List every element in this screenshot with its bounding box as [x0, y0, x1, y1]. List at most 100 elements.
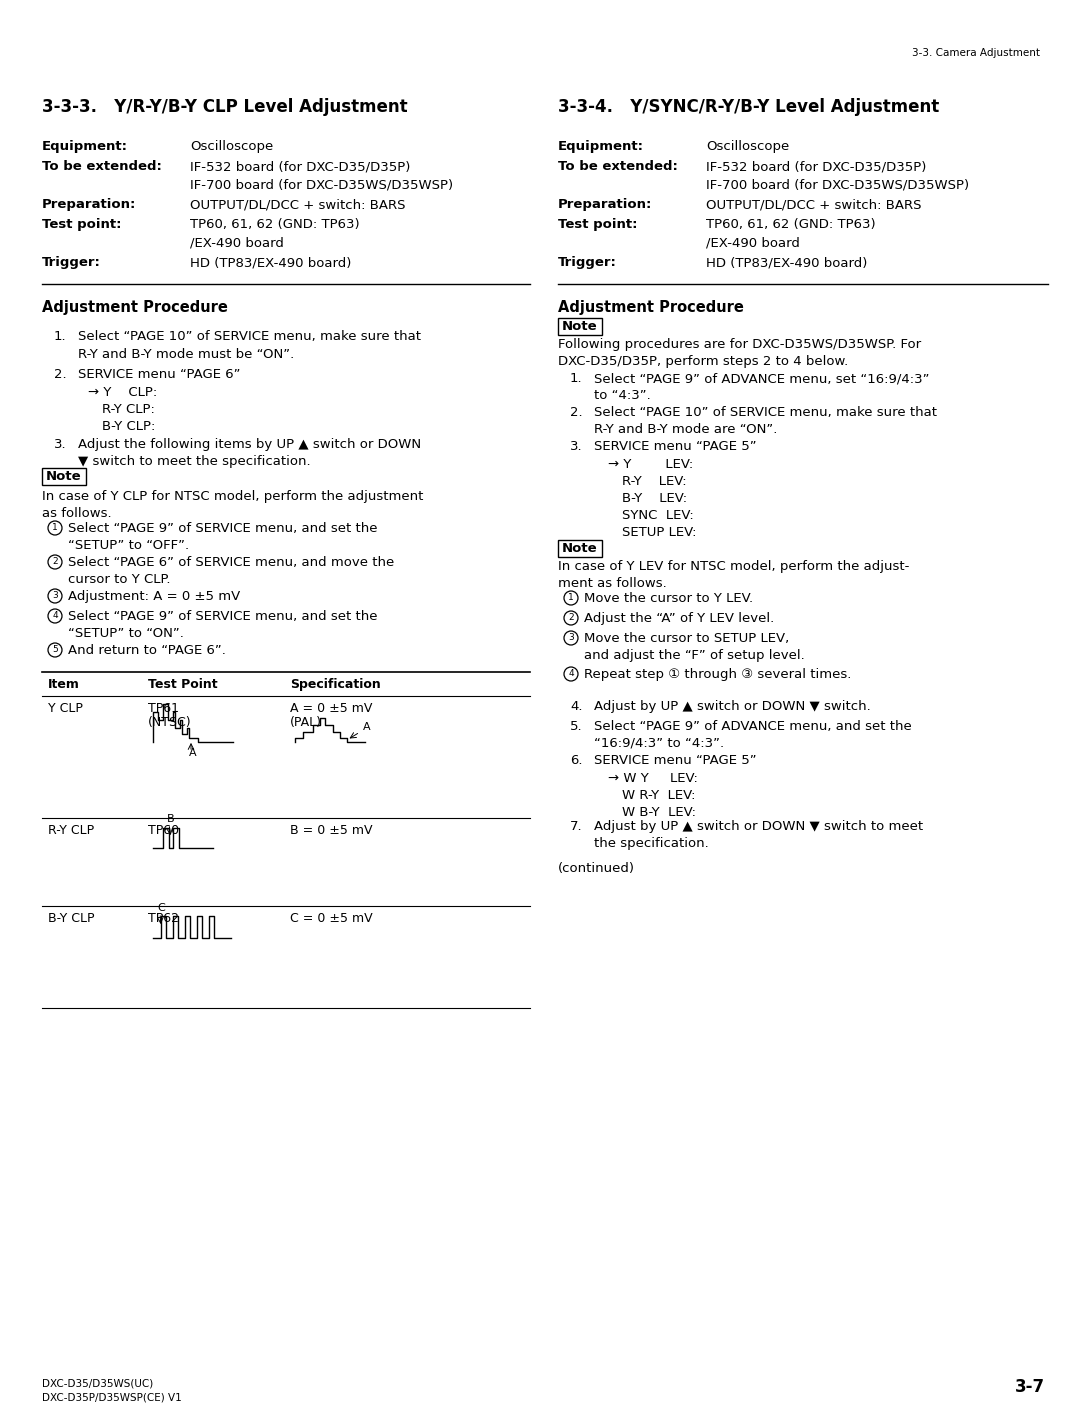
Text: cursor to Y CLP.: cursor to Y CLP.	[68, 573, 171, 585]
Text: IF-532 board (for DXC-D35/D35P): IF-532 board (for DXC-D35/D35P)	[190, 160, 410, 173]
Text: R-Y and B-Y mode must be “ON”.: R-Y and B-Y mode must be “ON”.	[78, 348, 294, 362]
Text: 3.: 3.	[570, 440, 582, 453]
Text: 2: 2	[52, 557, 58, 567]
Text: 3-3. Camera Adjustment: 3-3. Camera Adjustment	[912, 48, 1040, 58]
Text: Equipment:: Equipment:	[42, 141, 129, 153]
Text: Select “PAGE 9” of ADVANCE menu, and set the: Select “PAGE 9” of ADVANCE menu, and set…	[594, 720, 912, 733]
Text: → Y    CLP:: → Y CLP:	[87, 386, 158, 400]
Text: 1: 1	[52, 523, 58, 532]
Text: SERVICE menu “PAGE 5”: SERVICE menu “PAGE 5”	[594, 440, 757, 453]
Text: W R-Y  LEV:: W R-Y LEV:	[622, 789, 696, 802]
Text: Select “PAGE 9” of SERVICE menu, and set the: Select “PAGE 9” of SERVICE menu, and set…	[68, 522, 378, 535]
Text: Select “PAGE 9” of SERVICE menu, and set the: Select “PAGE 9” of SERVICE menu, and set…	[68, 611, 378, 623]
Bar	[558, 540, 602, 557]
Text: to “4:3”.: to “4:3”.	[594, 388, 651, 402]
Text: Equipment:: Equipment:	[558, 141, 644, 153]
Text: C = 0 ±5 mV: C = 0 ±5 mV	[291, 912, 373, 924]
Text: 2.: 2.	[570, 407, 582, 419]
Text: → Y        LEV:: → Y LEV:	[608, 459, 693, 471]
Text: C: C	[157, 903, 165, 913]
Text: A = 0 ±5 mV: A = 0 ±5 mV	[291, 702, 373, 715]
Text: Trigger:: Trigger:	[42, 256, 100, 269]
Text: IF-700 board (for DXC-D35WS/D35WSP): IF-700 board (for DXC-D35WS/D35WSP)	[706, 179, 969, 191]
Text: OUTPUT/DL/DCC + switch: BARS: OUTPUT/DL/DCC + switch: BARS	[706, 198, 921, 211]
Text: “SETUP” to “ON”.: “SETUP” to “ON”.	[68, 628, 184, 640]
Text: “SETUP” to “OFF”.: “SETUP” to “OFF”.	[68, 539, 189, 552]
Text: 3-3-3.   Y/R-Y/B-Y CLP Level Adjustment: 3-3-3. Y/R-Y/B-Y CLP Level Adjustment	[42, 98, 407, 115]
Text: Item: Item	[48, 678, 80, 691]
Text: 4: 4	[568, 670, 573, 678]
Text: HD (TP83/EX-490 board): HD (TP83/EX-490 board)	[706, 256, 867, 269]
Text: ▼ switch to meet the specification.: ▼ switch to meet the specification.	[78, 454, 311, 469]
Text: In case of Y CLP for NTSC model, perform the adjustment: In case of Y CLP for NTSC model, perform…	[42, 490, 423, 502]
Text: TP62: TP62	[148, 912, 179, 924]
Text: /EX-490 board: /EX-490 board	[706, 236, 800, 249]
Text: Repeat step ① through ③ several times.: Repeat step ① through ③ several times.	[584, 668, 851, 681]
Text: 5.: 5.	[570, 720, 582, 733]
Text: A: A	[363, 722, 370, 732]
Text: “16:9/4:3” to “4:3”.: “16:9/4:3” to “4:3”.	[594, 737, 724, 750]
Text: A: A	[189, 749, 197, 758]
Text: Adjust the following items by UP ▲ switch or DOWN: Adjust the following items by UP ▲ switc…	[78, 438, 421, 452]
Text: TP60, 61, 62 (GND: TP63): TP60, 61, 62 (GND: TP63)	[706, 218, 876, 231]
Text: 2: 2	[568, 613, 573, 622]
Text: B = 0 ±5 mV: B = 0 ±5 mV	[291, 825, 373, 837]
Text: Adjust by UP ▲ switch or DOWN ▼ switch.: Adjust by UP ▲ switch or DOWN ▼ switch.	[594, 701, 870, 713]
Text: SYNC  LEV:: SYNC LEV:	[622, 509, 693, 522]
Text: 6.: 6.	[570, 754, 582, 767]
Text: 4: 4	[52, 612, 58, 620]
Text: Adjust by UP ▲ switch or DOWN ▼ switch to meet: Adjust by UP ▲ switch or DOWN ▼ switch t…	[594, 820, 923, 833]
Text: And return to “PAGE 6”.: And return to “PAGE 6”.	[68, 644, 226, 657]
Text: Adjust the “A” of Y LEV level.: Adjust the “A” of Y LEV level.	[584, 612, 774, 625]
Text: B-Y CLP:: B-Y CLP:	[102, 421, 156, 433]
Text: R-Y    LEV:: R-Y LEV:	[622, 476, 687, 488]
Text: SERVICE menu “PAGE 5”: SERVICE menu “PAGE 5”	[594, 754, 757, 767]
Text: SERVICE menu “PAGE 6”: SERVICE menu “PAGE 6”	[78, 369, 241, 381]
Bar	[42, 469, 86, 485]
Text: 2.: 2.	[54, 369, 67, 381]
Text: In case of Y LEV for NTSC model, perform the adjust-: In case of Y LEV for NTSC model, perform…	[558, 560, 909, 573]
Text: Trigger:: Trigger:	[558, 256, 617, 269]
Text: 3.: 3.	[54, 438, 67, 452]
Text: → W Y     LEV:: → W Y LEV:	[608, 772, 698, 785]
Text: Oscilloscope: Oscilloscope	[190, 141, 273, 153]
Text: Adjustment Procedure: Adjustment Procedure	[42, 300, 228, 315]
Text: To be extended:: To be extended:	[558, 160, 678, 173]
Text: 1.: 1.	[54, 331, 67, 343]
Bar	[558, 318, 602, 335]
Text: TP60: TP60	[148, 825, 179, 837]
Text: 1: 1	[568, 594, 573, 602]
Text: Oscilloscope: Oscilloscope	[706, 141, 789, 153]
Text: Test Point: Test Point	[148, 678, 218, 691]
Text: OUTPUT/DL/DCC + switch: BARS: OUTPUT/DL/DCC + switch: BARS	[190, 198, 405, 211]
Text: 5: 5	[52, 646, 58, 654]
Text: 3-3-4.   Y/SYNC/R-Y/B-Y Level Adjustment: 3-3-4. Y/SYNC/R-Y/B-Y Level Adjustment	[558, 98, 940, 115]
Text: DXC-D35P/D35WSP(CE) V1: DXC-D35P/D35WSP(CE) V1	[42, 1392, 181, 1401]
Text: Adjustment: A = 0 ±5 mV: Adjustment: A = 0 ±5 mV	[68, 590, 240, 604]
Text: Y CLP: Y CLP	[48, 702, 83, 715]
Text: R-Y CLP:: R-Y CLP:	[102, 402, 154, 416]
Text: B-Y CLP: B-Y CLP	[48, 912, 95, 924]
Text: TP60, 61, 62 (GND: TP63): TP60, 61, 62 (GND: TP63)	[190, 218, 360, 231]
Text: /EX-490 board: /EX-490 board	[190, 236, 284, 249]
Text: (continued): (continued)	[558, 862, 635, 875]
Text: (PAL): (PAL)	[291, 716, 322, 729]
Text: Select “PAGE 6” of SERVICE menu, and move the: Select “PAGE 6” of SERVICE menu, and mov…	[68, 556, 394, 568]
Text: W B-Y  LEV:: W B-Y LEV:	[622, 806, 696, 819]
Text: Select “PAGE 10” of SERVICE menu, make sure that: Select “PAGE 10” of SERVICE menu, make s…	[594, 407, 937, 419]
Text: Test point:: Test point:	[42, 218, 121, 231]
Text: 3: 3	[568, 633, 573, 643]
Text: Following procedures are for DXC-D35WS/D35WSP. For: Following procedures are for DXC-D35WS/D…	[558, 338, 921, 350]
Text: Select “PAGE 9” of ADVANCE menu, set “16:9/4:3”: Select “PAGE 9” of ADVANCE menu, set “16…	[594, 371, 930, 386]
Text: Preparation:: Preparation:	[42, 198, 136, 211]
Text: Move the cursor to SETUP LEV,: Move the cursor to SETUP LEV,	[584, 632, 789, 644]
Text: Note: Note	[562, 542, 597, 554]
Text: SETUP LEV:: SETUP LEV:	[622, 526, 697, 539]
Text: and adjust the “F” of setup level.: and adjust the “F” of setup level.	[584, 649, 805, 663]
Text: Preparation:: Preparation:	[558, 198, 652, 211]
Text: 3-7: 3-7	[1015, 1377, 1045, 1396]
Text: as follows.: as follows.	[42, 507, 111, 521]
Text: R-Y and B-Y mode are “ON”.: R-Y and B-Y mode are “ON”.	[594, 424, 778, 436]
Text: DXC-D35/D35P, perform steps 2 to 4 below.: DXC-D35/D35P, perform steps 2 to 4 below…	[558, 355, 848, 369]
Text: B: B	[167, 815, 175, 825]
